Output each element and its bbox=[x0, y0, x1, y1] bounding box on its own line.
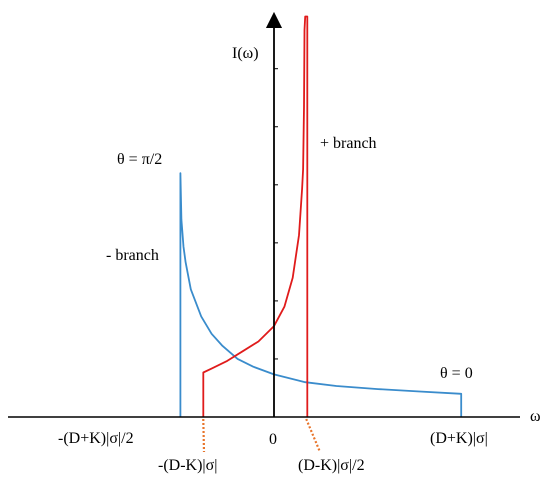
y-axis-label: I(ω) bbox=[232, 45, 259, 62]
y-ticks bbox=[274, 68, 278, 360]
origin-label: 0 bbox=[269, 431, 277, 448]
guide-lines bbox=[202, 418, 322, 453]
series-minus-branch bbox=[179, 172, 463, 417]
annotation-plus-branch: + branch bbox=[320, 135, 377, 152]
annotation-theta-pi-half: θ = π/2 bbox=[117, 151, 162, 168]
series-plus-branch bbox=[202, 15, 309, 417]
tick-label-minus-d-plus-k-half: -(D+K)|σ|/2 bbox=[58, 430, 134, 447]
tick-label-d-plus-k: (D+K)|σ| bbox=[430, 430, 488, 447]
annotation-minus-branch: - branch bbox=[106, 247, 159, 264]
annotation-theta-zero: θ = 0 bbox=[440, 365, 473, 382]
tick-label-d-minus-k-half: (D-K)|σ|/2 bbox=[298, 457, 365, 474]
curves bbox=[179, 15, 463, 417]
guide-d-minus-k-half bbox=[305, 418, 322, 453]
tick-label-minus-d-minus-k: -(D-K)|σ| bbox=[158, 457, 217, 474]
x-axis-label: ω bbox=[530, 408, 541, 425]
guide-minus-d-minus-k bbox=[202, 418, 206, 453]
